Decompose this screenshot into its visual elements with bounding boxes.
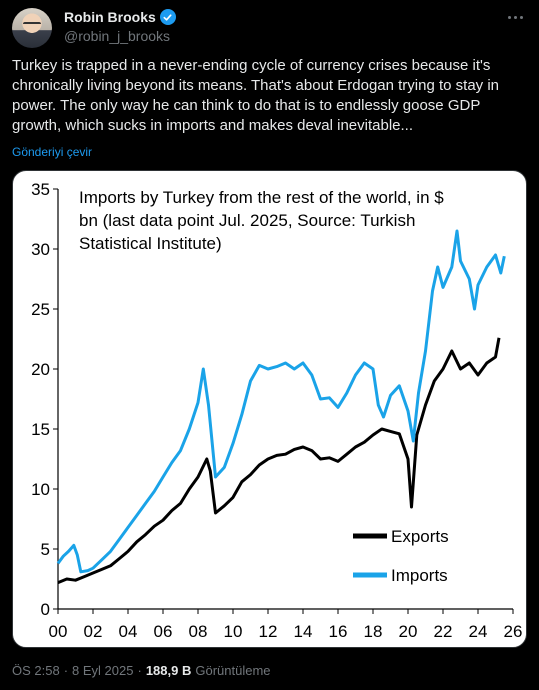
x-tick-label: 14: [294, 622, 313, 641]
view-label: Görüntüleme: [195, 663, 271, 678]
x-tick-label: 02: [84, 622, 103, 641]
chart-title-line: bn (last data point Jul. 2025, Source: T…: [79, 211, 415, 230]
chart-image[interactable]: 0 5 10 15 20 25 30 35 00 02 04 06 08 10 12 14 16 18 20 22 24…: [12, 170, 527, 648]
chart-title-line: Imports by Turkey from the rest of the w…: [79, 188, 444, 207]
x-tick-label: 08: [189, 622, 208, 641]
y-tick-label: 5: [41, 540, 50, 559]
avatar[interactable]: [12, 8, 52, 48]
author-name[interactable]: Robin Brooks: [64, 9, 156, 25]
x-tick-label: 20: [399, 622, 418, 641]
y-tick-label: 10: [31, 480, 50, 499]
x-tick-label: 00: [49, 622, 68, 641]
y-tick-label: 30: [31, 240, 50, 259]
chart-title-line: Statistical Institute): [79, 234, 222, 253]
x-tick-label: 26: [504, 622, 523, 641]
x-tick-label: 04: [119, 622, 138, 641]
x-tick-label: 24: [469, 622, 488, 641]
view-count: 188,9 B: [145, 663, 192, 678]
y-tick-label: 20: [31, 360, 50, 379]
x-tick-label: 22: [434, 622, 453, 641]
author-name-row[interactable]: Robin Brooks: [64, 9, 176, 25]
author-handle[interactable]: @robin_j_brooks: [64, 28, 171, 44]
y-tick-label: 25: [31, 300, 50, 319]
chart-svg: 0 5 10 15 20 25 30 35 00 02 04 06 08 10 12 14 16 18 20 22 24…: [31, 180, 523, 641]
translate-link[interactable]: Gönderiyi çevir: [12, 145, 93, 159]
x-tick-label: 16: [329, 622, 348, 641]
x-tick-label: 06: [154, 622, 173, 641]
series-line-exports: [57, 337, 501, 584]
x-tick-label: 10: [224, 622, 243, 641]
y-tick-label: 0: [41, 600, 50, 619]
x-tick-label: 18: [364, 622, 383, 641]
tweet-date[interactable]: 8 Eyl 2025: [72, 663, 134, 678]
legend-label-exports: Exports: [391, 527, 449, 546]
y-tick-label: 15: [31, 420, 50, 439]
legend-label-imports: Imports: [391, 566, 448, 585]
more-options-icon[interactable]: [505, 10, 525, 24]
y-tick-label: 35: [31, 180, 50, 199]
verified-badge-icon: [159, 9, 176, 25]
tweet-time[interactable]: ÖS 2:58: [12, 663, 60, 678]
meta-separator: ·: [63, 663, 69, 678]
tweet-meta: ÖS 2:58 · 8 Eyl 2025 · 188,9 B Görüntüle…: [12, 663, 271, 678]
meta-separator: ·: [137, 663, 142, 678]
series-line-imports: [56, 229, 506, 574]
x-tick-label: 12: [259, 622, 278, 641]
tweet-text: Turkey is trapped in a never-ending cycl…: [12, 57, 500, 134]
